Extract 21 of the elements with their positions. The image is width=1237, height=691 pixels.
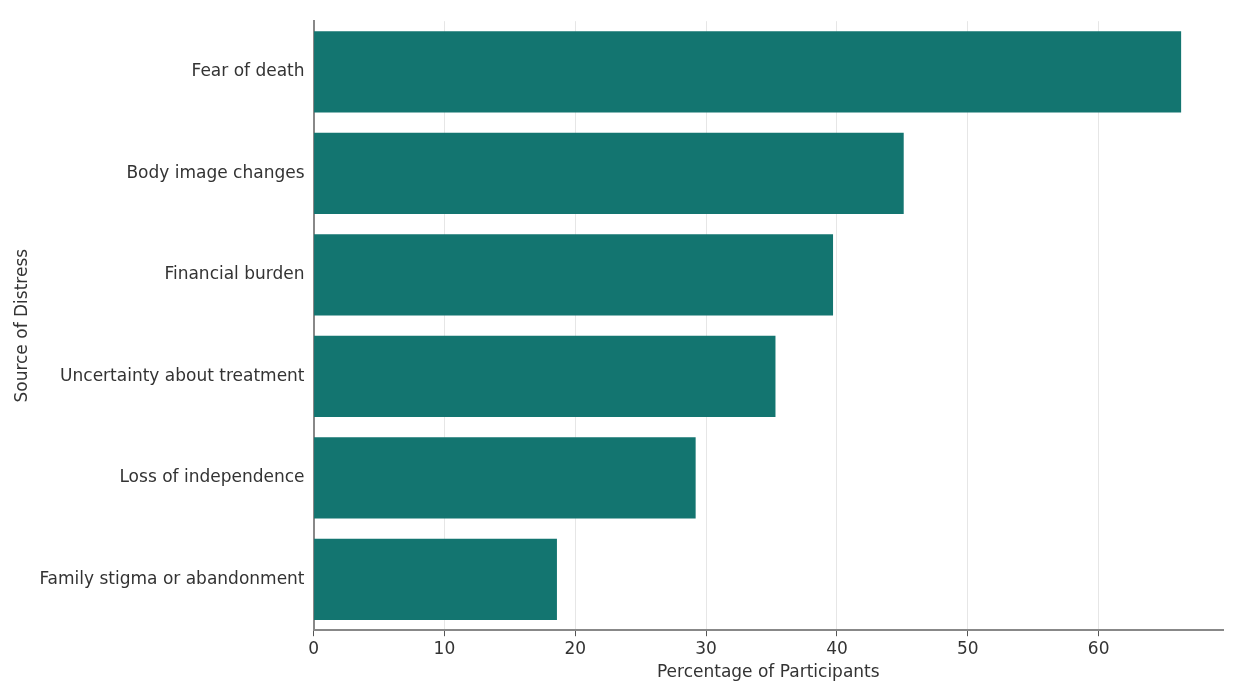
bar <box>314 538 557 621</box>
x-tick-label: 20 <box>564 637 587 658</box>
bar <box>314 234 834 316</box>
x-tick-label: 0 <box>308 637 319 658</box>
x-tick-label: 10 <box>433 637 456 658</box>
x-tick-label: 50 <box>957 637 979 658</box>
bar <box>314 437 696 519</box>
bar <box>314 335 776 418</box>
y-tick-label: Uncertainty about treatment <box>60 364 305 385</box>
y-axis-title: Source of Distress <box>10 248 31 403</box>
x-tick-label: 30 <box>695 637 717 658</box>
y-tick-label: Body image changes <box>126 161 305 182</box>
bar <box>314 31 1182 113</box>
x-axis-title: Percentage of Participants <box>656 661 880 682</box>
y-tick-label: Family stigma or abandonment <box>39 567 305 588</box>
x-tick-label: 60 <box>1087 637 1110 658</box>
y-tick-label: Financial burden <box>164 263 305 284</box>
y-tick-label: Loss of independence <box>119 466 305 487</box>
y-tick-label: Fear of death <box>191 60 305 81</box>
bar <box>314 132 904 215</box>
x-tick-label: 40 <box>826 637 848 658</box>
